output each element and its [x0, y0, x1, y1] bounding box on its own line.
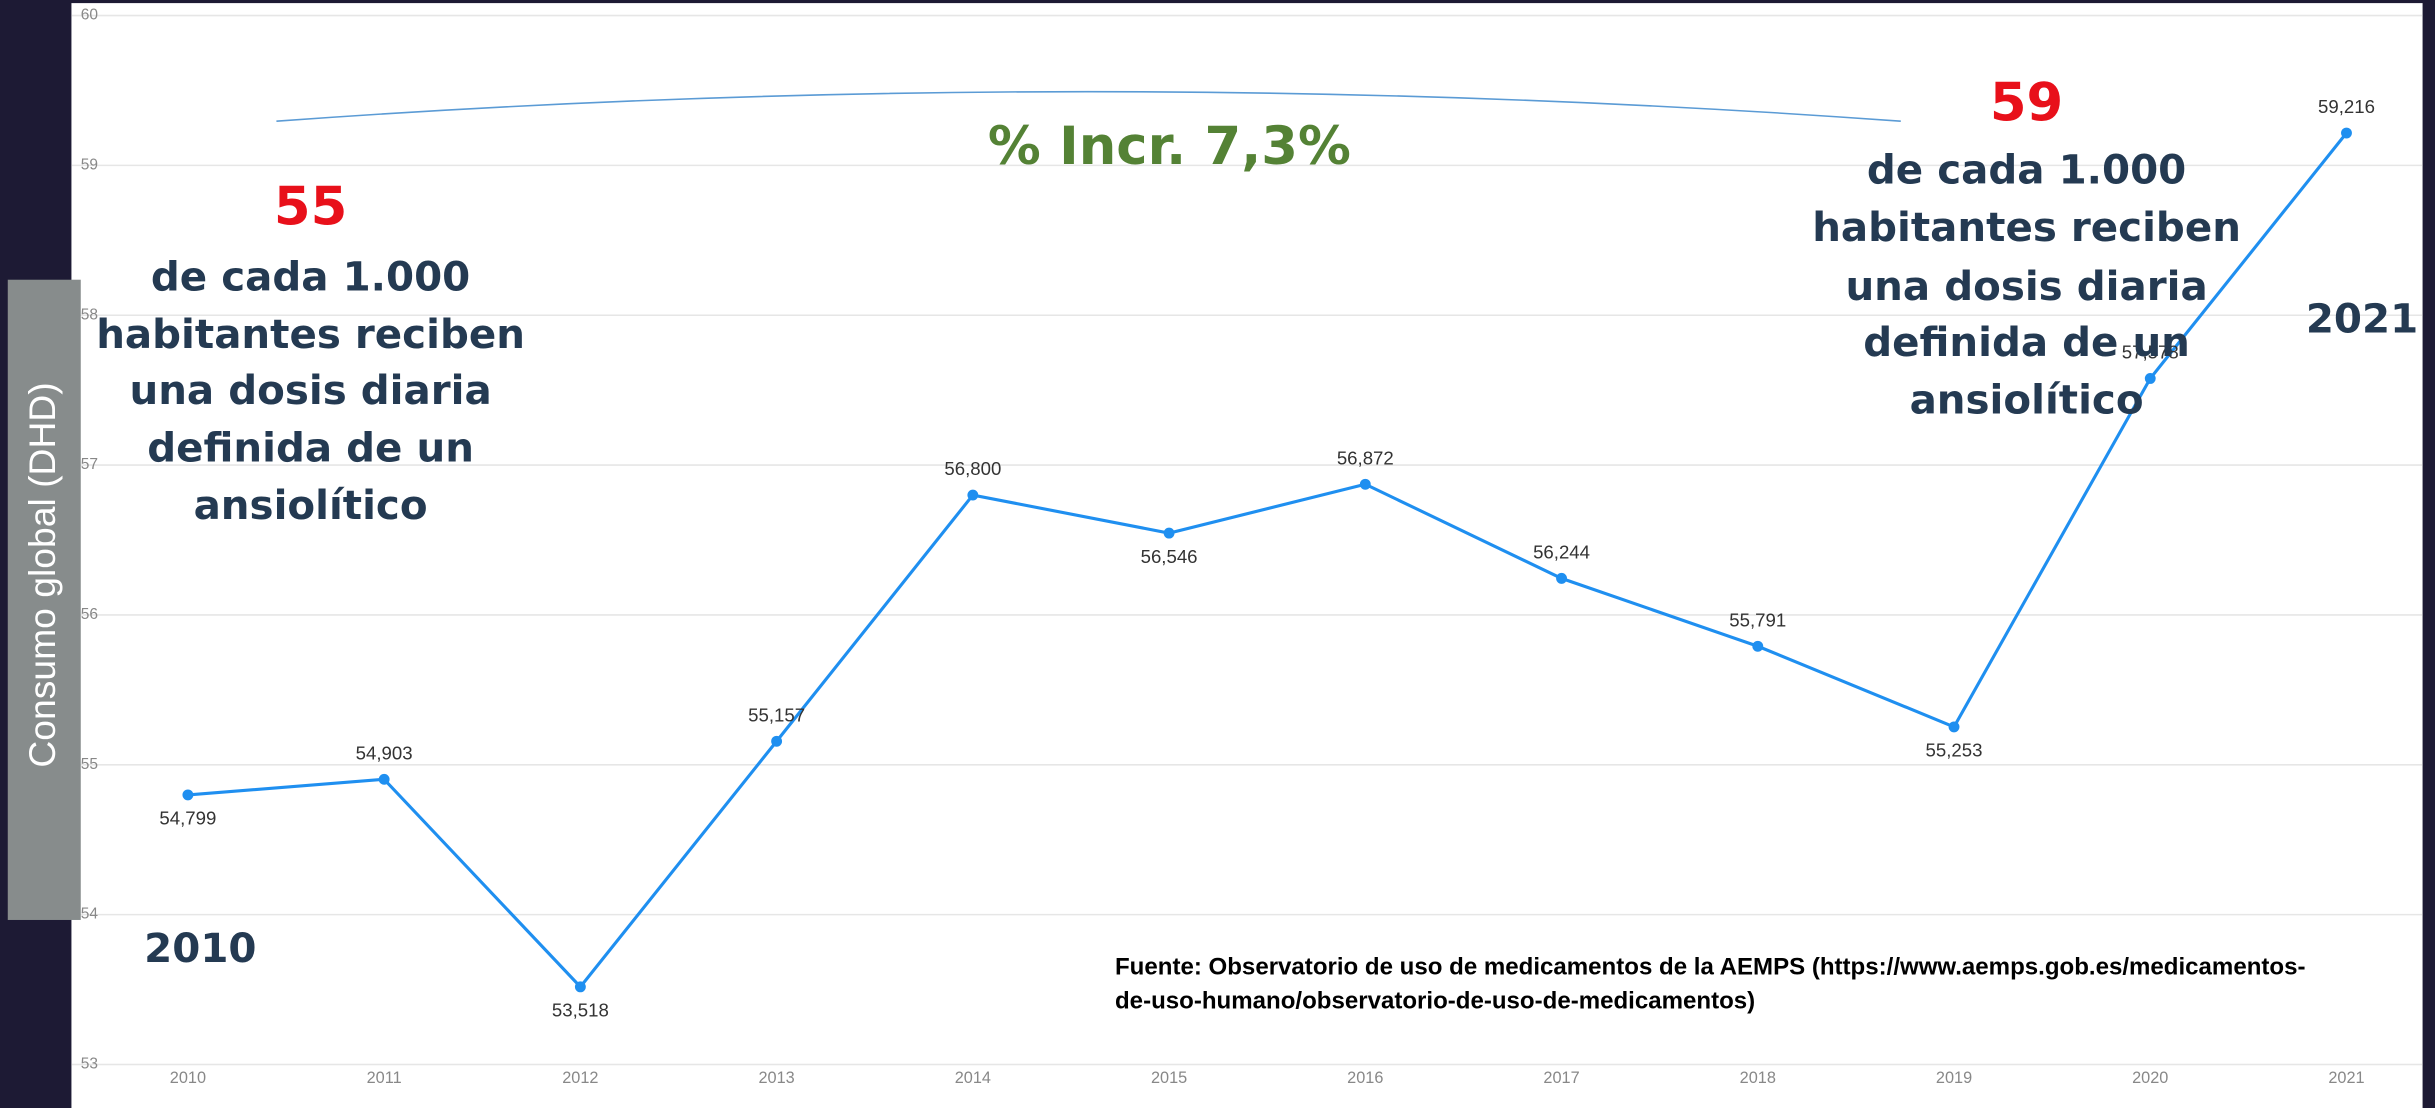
- note-line: ansiolítico: [194, 482, 428, 529]
- data-label: 56,546: [1141, 546, 1198, 567]
- data-point: [1948, 721, 1960, 733]
- note-line: habitantes reciben: [96, 311, 525, 358]
- note-line: de cada 1.000: [151, 254, 470, 301]
- y-tick-label: 58: [81, 306, 98, 323]
- y-tick-label: 59: [81, 156, 98, 173]
- y-tick-label: 60: [81, 7, 99, 24]
- x-tick-label: 2021: [2328, 1069, 2364, 1087]
- x-tick-label: 2010: [170, 1069, 206, 1087]
- data-label: 56,244: [1533, 541, 1590, 562]
- axis-label-box: [7, 279, 81, 920]
- y-tick-label: 53: [81, 1056, 98, 1073]
- y-tick-label: 55: [81, 756, 98, 773]
- data-point: [1556, 572, 1567, 584]
- plot-background: [71, 3, 2423, 1108]
- x-tick-label: 2019: [1936, 1069, 1972, 1087]
- data-label: 59,216: [2318, 96, 2375, 117]
- end-year: 2021: [2306, 296, 2418, 343]
- start-number: 55: [274, 176, 347, 237]
- data-label: 55,157: [748, 704, 805, 725]
- x-tick-label: 2016: [1347, 1069, 1383, 1087]
- data-point: [2341, 127, 2352, 139]
- data-label: 56,800: [944, 458, 1001, 479]
- x-tick-label: 2018: [1740, 1069, 1776, 1087]
- source-line: Fuente: Observatorio de uso de medicamen…: [1115, 953, 2305, 980]
- note-line: una dosis diaria: [1845, 263, 2207, 310]
- note-line: ansiolítico: [1910, 376, 2144, 423]
- note-line: de cada 1.000: [1867, 146, 2186, 193]
- note-line: definida de un: [1863, 319, 2190, 366]
- source-line: de-uso-humano/observatorio-de-uso-de-med…: [1115, 988, 1755, 1015]
- y-axis-label: Consumo global (DHD): [21, 382, 63, 767]
- increase-label: % Incr. 7,3%: [988, 116, 1351, 177]
- note-line: una dosis diaria: [129, 367, 491, 414]
- grid: 53 54 55 56 57 58 59 60 2010 2011 2012 2013 2014 2015…: [71, 7, 2423, 1087]
- data-label: 55,253: [1926, 740, 1983, 761]
- y-tick-label: 54: [81, 906, 99, 923]
- data-label: 57,578: [2122, 342, 2179, 363]
- x-tick-label: 2020: [2132, 1069, 2168, 1087]
- data-label: 54,799: [159, 808, 216, 829]
- note-line: habitantes reciben: [1812, 204, 2241, 251]
- data-label: 56,872: [1337, 447, 1394, 468]
- x-tick-label: 2013: [758, 1069, 794, 1087]
- start-year: 2010: [144, 925, 256, 972]
- data-label: 55,791: [1729, 609, 1786, 630]
- data-point: [2144, 373, 2156, 384]
- data-point: [182, 789, 194, 801]
- note-line: definida de un: [147, 425, 474, 472]
- data-label: 53,518: [552, 1000, 609, 1021]
- x-tick-label: 2015: [1151, 1069, 1187, 1087]
- y-tick-label: 57: [81, 456, 98, 473]
- x-tick-label: 2017: [1543, 1069, 1579, 1087]
- data-label: 54,903: [356, 742, 413, 763]
- y-tick-label: 56: [81, 606, 98, 623]
- data-point: [771, 735, 783, 747]
- series: 54,799 54,903 53,518 55,157 56,800 56,546 56,8…: [159, 96, 2375, 1021]
- data-point: [1163, 527, 1175, 539]
- brace-arc: [276, 90, 1901, 122]
- x-tick-label: 2012: [562, 1069, 598, 1087]
- end-number: 59: [1990, 72, 2063, 133]
- x-tick-label: 2011: [367, 1069, 402, 1087]
- data-point: [1752, 640, 1764, 652]
- x-tick-label: 2014: [955, 1069, 991, 1087]
- data-point: [378, 773, 390, 785]
- data-point: [574, 981, 586, 993]
- data-point: [967, 489, 979, 501]
- series-line: [187, 132, 2348, 990]
- data-point: [1359, 478, 1371, 490]
